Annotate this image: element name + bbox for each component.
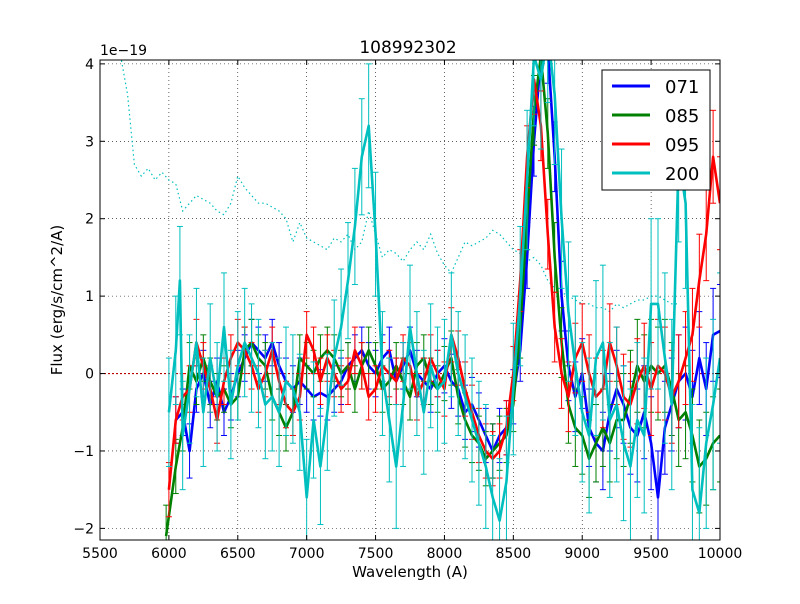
series-group (163, 60, 720, 540)
y-tick-label-1: 1 (85, 289, 94, 305)
x-tick-label-7000: 7000 (289, 546, 325, 562)
legend-label-200: 200 (665, 164, 699, 185)
x-tick-label-9000: 9000 (564, 546, 600, 562)
legend-box (601, 69, 711, 191)
y-tick-label--2: −2 (73, 521, 94, 537)
series-line-071 (174, 60, 720, 499)
y-scale-offset-label: 1e−19 (100, 43, 147, 59)
x-tick-label-7500: 7500 (358, 546, 394, 562)
y-tick-label-2: 2 (85, 212, 94, 228)
x-axis-label: Wavelength (A) (352, 563, 468, 581)
y-tick-label-4: 4 (85, 57, 94, 73)
x-tick-label-6000: 6000 (151, 546, 187, 562)
legend-label-095: 095 (665, 135, 699, 156)
x-tick-label-8500: 8500 (496, 546, 532, 562)
axes-frame (99, 59, 721, 541)
x-tick-label-9500: 9500 (633, 546, 669, 562)
x-tick-label-8000: 8000 (427, 546, 463, 562)
y-tick-label--1: −1 (73, 444, 94, 460)
x-tick-label-6500: 6500 (220, 546, 256, 562)
x-tick-label-10000: 10000 (698, 546, 743, 562)
legend: 071 085 095 200 (601, 69, 711, 191)
y-tick-label-3: 3 (85, 134, 94, 150)
legend-label-071: 071 (665, 77, 699, 98)
y-tick-label-0: 0 (85, 367, 94, 383)
series-line-200 (167, 60, 720, 522)
legend-label-085: 085 (665, 106, 699, 127)
series-200 (165, 60, 720, 540)
chart-title: 108992302 (359, 38, 456, 58)
y-axis-label: Flux (erg/s/cm^2/A) (48, 225, 66, 376)
axis-ticks: 5500 6000 6500 7000 7500 8000 8500 9000 9500 1000… (73, 57, 742, 562)
x-tick-label-5500: 5500 (82, 546, 118, 562)
